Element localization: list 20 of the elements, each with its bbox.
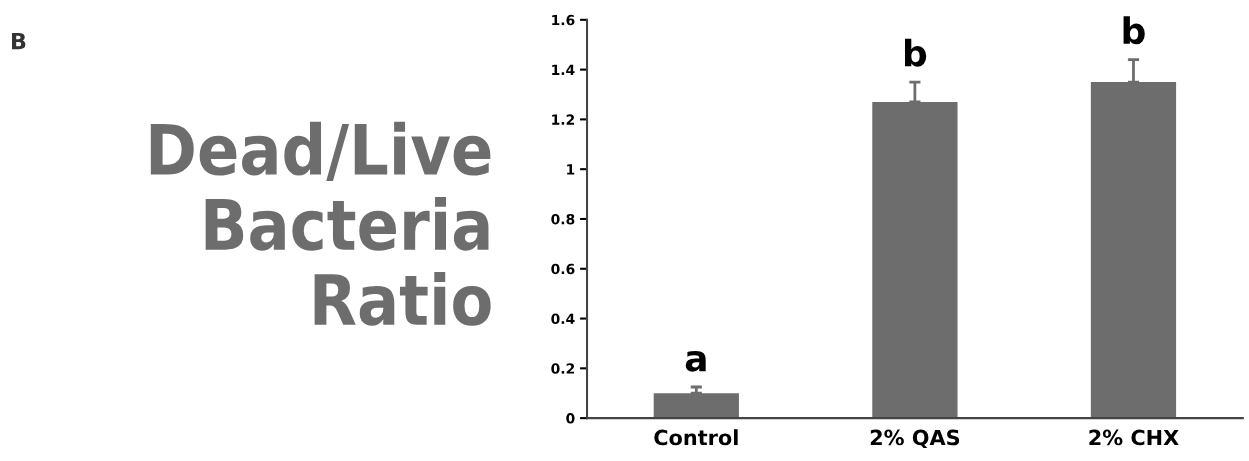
x-tick-label: Control bbox=[654, 429, 738, 446]
annotation: b bbox=[905, 38, 927, 67]
text: B bbox=[12, 32, 26, 50]
x-tick-label: 2% QAS bbox=[870, 429, 960, 449]
y-tick-label: 0.8 bbox=[551, 213, 575, 225]
annotation: a bbox=[685, 350, 706, 372]
bar bbox=[1090, 82, 1177, 419]
y-tick-label: 1.6 bbox=[552, 14, 575, 26]
bar bbox=[653, 393, 739, 419]
y-axis-title: Dead/Live Bacteria Ratio bbox=[150, 121, 491, 326]
annotation: b bbox=[1123, 16, 1145, 45]
y-tick-label: 0.4 bbox=[551, 313, 575, 325]
y-tick-label: 1.4 bbox=[552, 64, 575, 75]
bar bbox=[872, 101, 958, 419]
y-tick-label: 0.6 bbox=[551, 263, 575, 275]
y-tick-label: 0.2 bbox=[551, 363, 575, 374]
x-tick-label: 2% CHX bbox=[1089, 429, 1179, 446]
y-tick-label: 0 bbox=[566, 413, 575, 424]
y-tick-label: 1 bbox=[567, 164, 575, 175]
y-tick-label: 1.2 bbox=[552, 114, 575, 125]
